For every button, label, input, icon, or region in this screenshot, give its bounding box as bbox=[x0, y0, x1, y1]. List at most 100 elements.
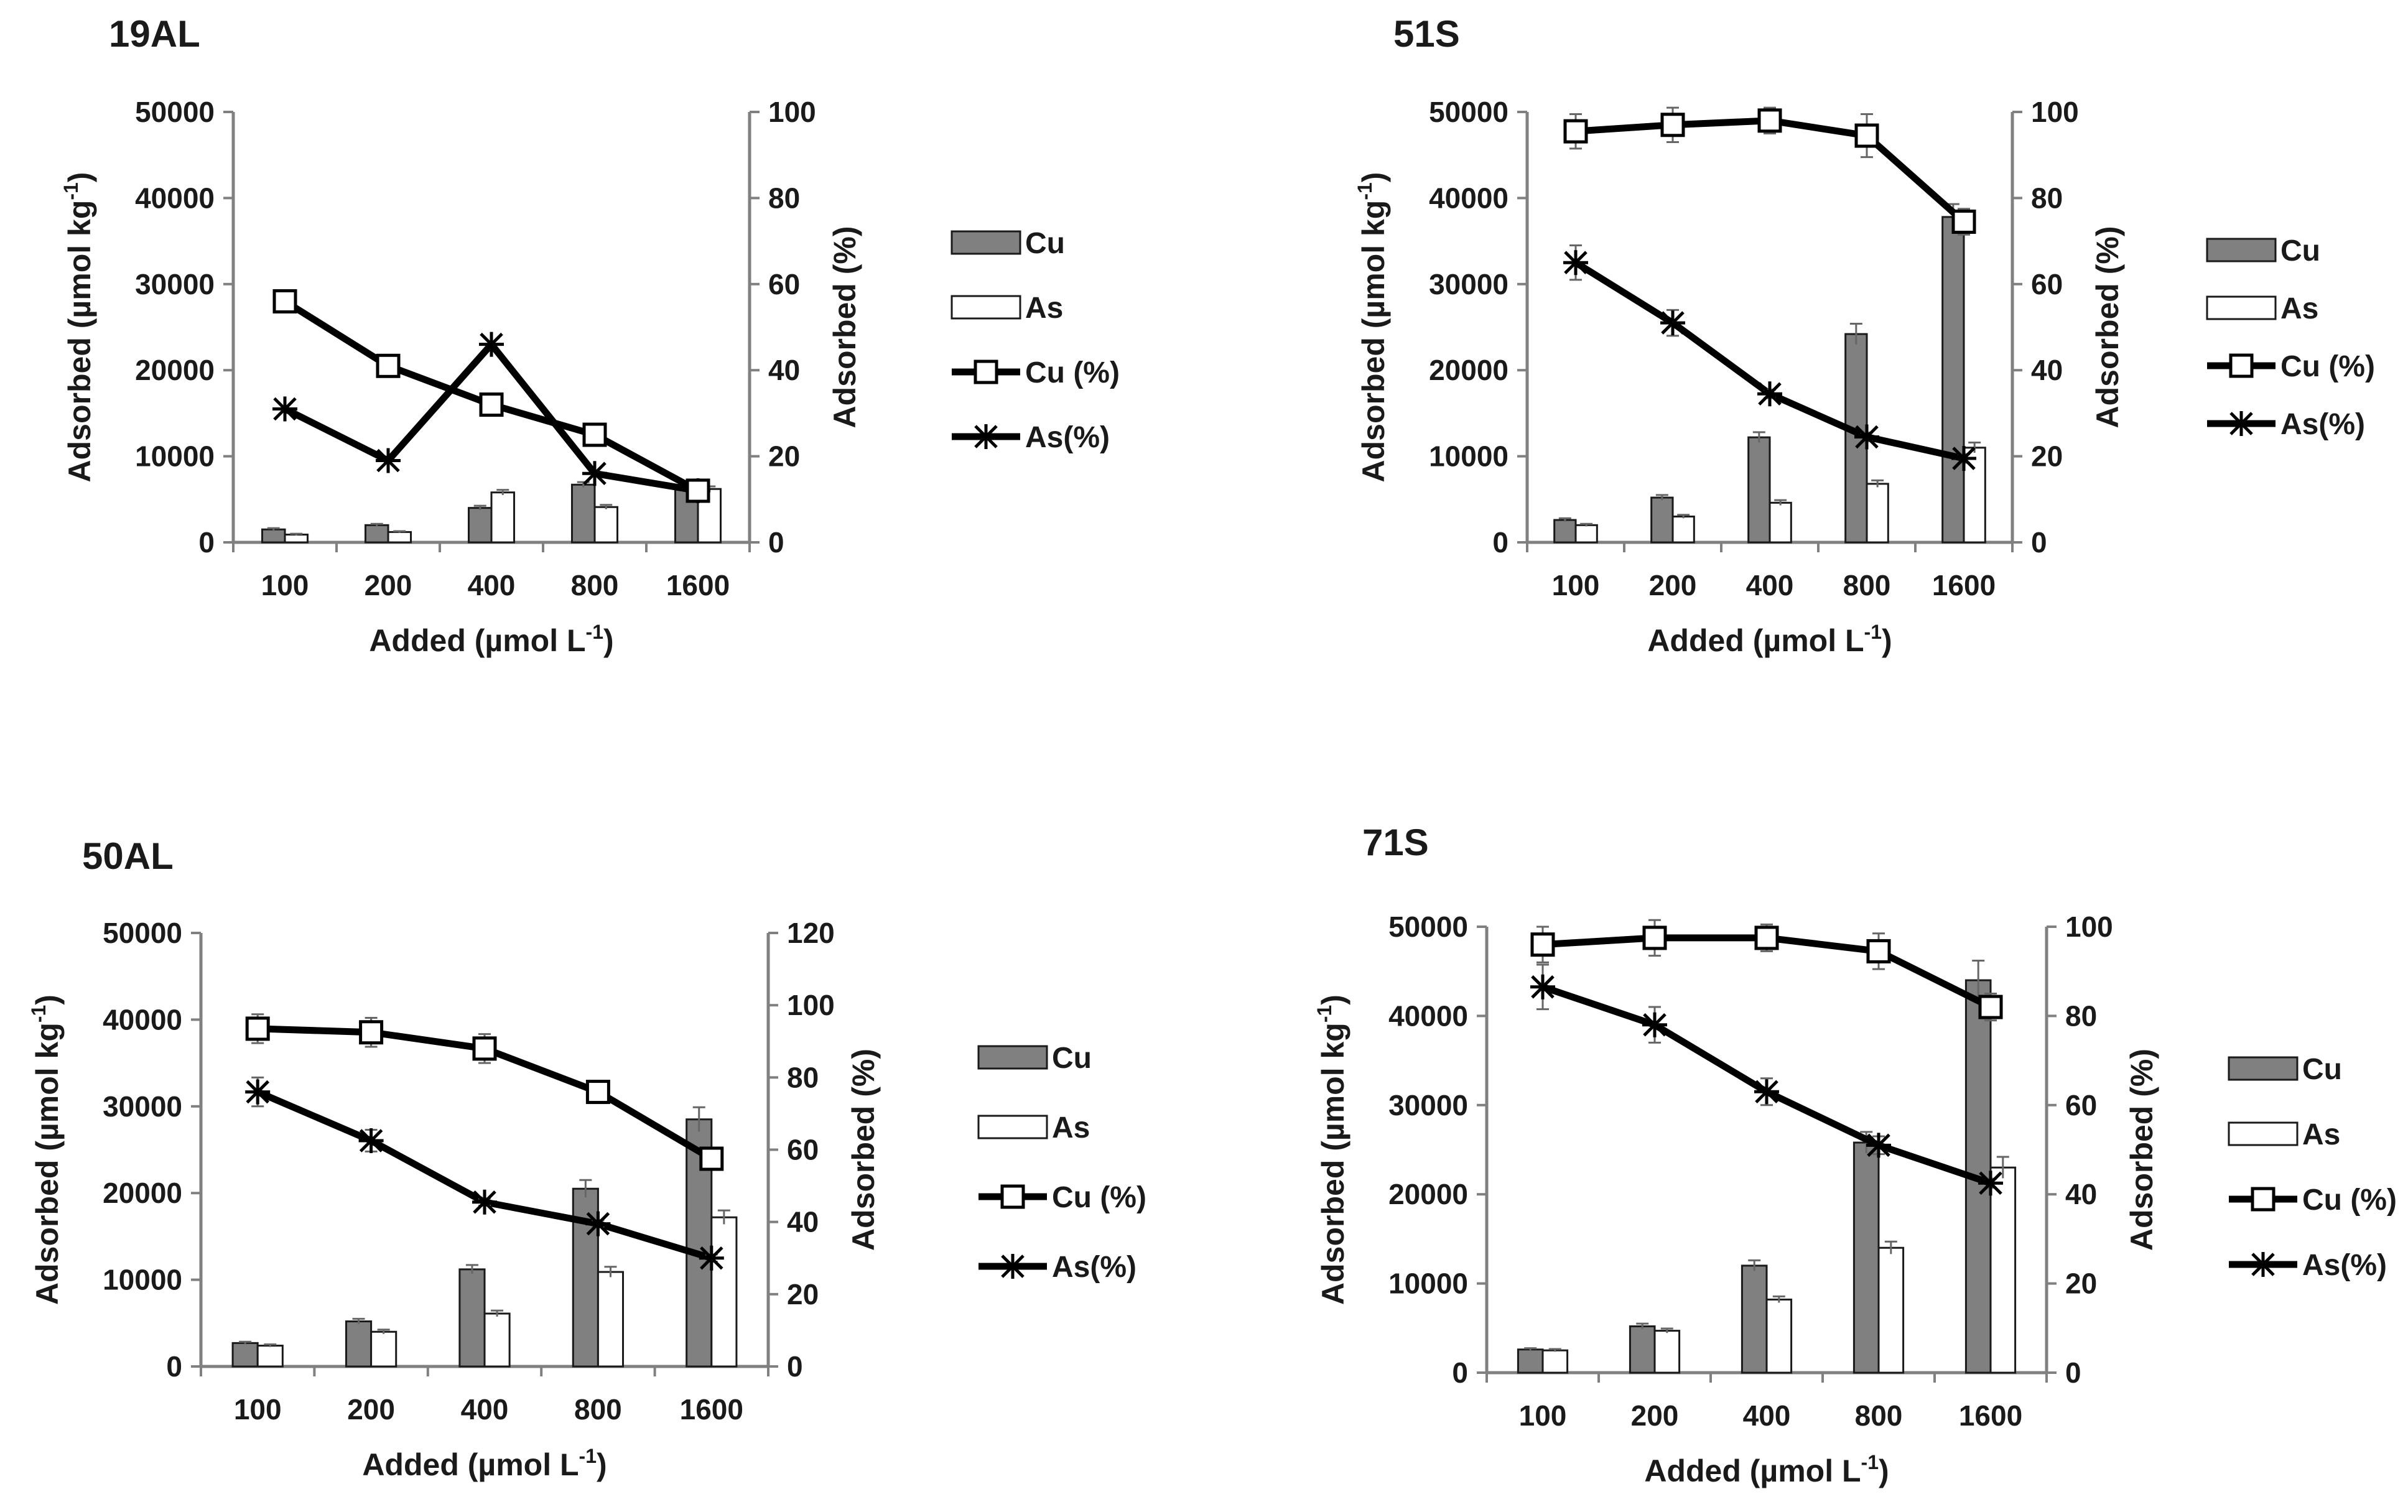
y-tick-label: 10000 bbox=[103, 1264, 182, 1296]
x-axis-label: Added (µmol L-1) bbox=[362, 1445, 607, 1482]
y-tick-label: 20000 bbox=[135, 354, 215, 386]
y-tick-label: 40000 bbox=[1429, 182, 1508, 214]
panel-title: 19AL bbox=[109, 13, 200, 55]
legend-marker bbox=[1000, 1254, 1025, 1279]
legend-label: As(%) bbox=[2302, 1249, 2387, 1282]
legend-label: Cu (%) bbox=[1025, 356, 1120, 389]
cu-bar bbox=[458, 1268, 486, 1368]
as-pct-point bbox=[1660, 310, 1685, 336]
y2-tick-label: 40 bbox=[2065, 1178, 2097, 1210]
legend-item: As(%) bbox=[2229, 1249, 2387, 1282]
legend-marker bbox=[2229, 411, 2254, 436]
x-tick-label: 800 bbox=[1843, 569, 1891, 601]
cu-pct-point bbox=[585, 1080, 610, 1105]
as-bar bbox=[710, 1216, 738, 1368]
legend-swatch bbox=[951, 230, 1021, 255]
y2-tick-label: 60 bbox=[2065, 1089, 2097, 1121]
y-tick-label: 50000 bbox=[135, 96, 215, 128]
y2-tick-label: 20 bbox=[2065, 1268, 2097, 1300]
legend-item: Cu bbox=[2228, 1053, 2342, 1086]
y-tick-label: 50000 bbox=[1429, 96, 1508, 128]
as-pct-point bbox=[1951, 446, 1976, 471]
x-tick-label: 100 bbox=[234, 1393, 282, 1426]
y-axis-label: Adsorbed (µmol kg-1) bbox=[27, 995, 65, 1305]
cu-pct-point bbox=[1757, 108, 1782, 133]
y2-tick-label: 80 bbox=[787, 1061, 819, 1093]
legend-item: Cu (%) bbox=[2207, 350, 2375, 383]
panel-51s: 51S 0 10000 20000 30000 40000 50000 0 20 40 60 80 10… bbox=[1354, 13, 2375, 658]
legend-swatch bbox=[2206, 238, 2277, 262]
cu-pct-line bbox=[1575, 117, 1966, 225]
as-bar bbox=[483, 1312, 511, 1368]
as-bar bbox=[1866, 483, 1889, 544]
as-bar bbox=[1541, 1349, 1569, 1374]
cu-pct-point bbox=[359, 1020, 384, 1045]
as-pct-point bbox=[358, 1128, 384, 1153]
legend-label: As bbox=[2280, 292, 2318, 325]
y-tick-label: 20000 bbox=[1429, 354, 1508, 386]
y2-axis-label: Adsorbed (%) bbox=[827, 226, 862, 429]
y2-tick-label: 100 bbox=[2031, 96, 2079, 128]
as-bar bbox=[284, 534, 309, 544]
cu-pct-point bbox=[245, 1016, 270, 1041]
y-tick-label: 0 bbox=[1452, 1357, 1468, 1389]
x-axis-label: Added (µmol L-1) bbox=[1644, 1451, 1889, 1488]
as-bar bbox=[597, 1271, 625, 1368]
y2-tick-label: 0 bbox=[787, 1350, 803, 1383]
y2-tick-label: 20 bbox=[768, 440, 800, 473]
y2-tick-label: 40 bbox=[768, 354, 800, 386]
as-pct-point bbox=[245, 1079, 271, 1105]
cu-pct-point bbox=[472, 1036, 497, 1061]
legend-item: As bbox=[2206, 292, 2318, 325]
cu-pct-point bbox=[1660, 113, 1685, 137]
as-pct-point bbox=[272, 396, 297, 422]
legend-item: Cu (%) bbox=[952, 356, 1120, 389]
x-tick-label: 1600 bbox=[1932, 569, 1996, 601]
x-tick-label: 1600 bbox=[666, 569, 730, 601]
cu-bar bbox=[570, 483, 596, 544]
as-bar bbox=[256, 1345, 284, 1368]
as-pct-point bbox=[699, 1245, 724, 1271]
panel-title: 51S bbox=[1393, 13, 1460, 55]
x-tick-label: 400 bbox=[468, 569, 516, 601]
y-tick-label: 30000 bbox=[1429, 268, 1508, 300]
cu-bar bbox=[1650, 496, 1674, 544]
y-tick-label: 20000 bbox=[103, 1177, 182, 1209]
cu-bar bbox=[1553, 519, 1577, 544]
cu-pct-point bbox=[699, 1146, 724, 1171]
legend-label: As bbox=[1025, 292, 1063, 325]
as-pct-line bbox=[283, 341, 699, 494]
as-pct-point bbox=[1642, 1012, 1667, 1037]
legend-swatch bbox=[977, 1115, 1048, 1139]
legend-swatch bbox=[2228, 1121, 2299, 1146]
cu-bar bbox=[467, 507, 493, 544]
legend-item: As(%) bbox=[979, 1251, 1137, 1284]
legend-item: As(%) bbox=[2207, 408, 2365, 441]
legend-label: As(%) bbox=[2280, 408, 2365, 441]
cu-bar bbox=[364, 524, 389, 544]
y-tick-label: 0 bbox=[166, 1350, 182, 1383]
panel-title: 71S bbox=[1362, 822, 1429, 863]
as-pct-point bbox=[585, 1211, 611, 1236]
cu-bar bbox=[572, 1187, 599, 1368]
x-tick-label: 800 bbox=[1855, 1399, 1903, 1432]
cu-pct-point bbox=[376, 353, 401, 378]
x-tick-label: 200 bbox=[365, 569, 412, 601]
as-pct-point bbox=[376, 448, 401, 473]
legend-label: Cu (%) bbox=[2280, 350, 2375, 383]
legend-label: Cu bbox=[2280, 234, 2320, 267]
y2-tick-label: 40 bbox=[787, 1206, 819, 1238]
y2-tick-label: 20 bbox=[787, 1278, 819, 1310]
y-tick-label: 40000 bbox=[103, 1003, 182, 1036]
legend-item: Cu (%) bbox=[2229, 1184, 2397, 1217]
cu-pct-point bbox=[272, 289, 297, 313]
panel-19al: 19AL 0 10000 20000 30000 40000 50000 0 20 40 60 80 1… bbox=[60, 13, 1120, 658]
legend-marker bbox=[974, 424, 998, 449]
cu-pct-point bbox=[1754, 925, 1779, 950]
y-tick-label: 40000 bbox=[1388, 999, 1468, 1032]
as-pct-point bbox=[479, 332, 504, 357]
cu-pct-point bbox=[686, 478, 710, 503]
y2-tick-label: 100 bbox=[2065, 911, 2113, 943]
legend-label: As bbox=[1052, 1111, 1090, 1144]
cu-pct-point bbox=[582, 422, 607, 447]
